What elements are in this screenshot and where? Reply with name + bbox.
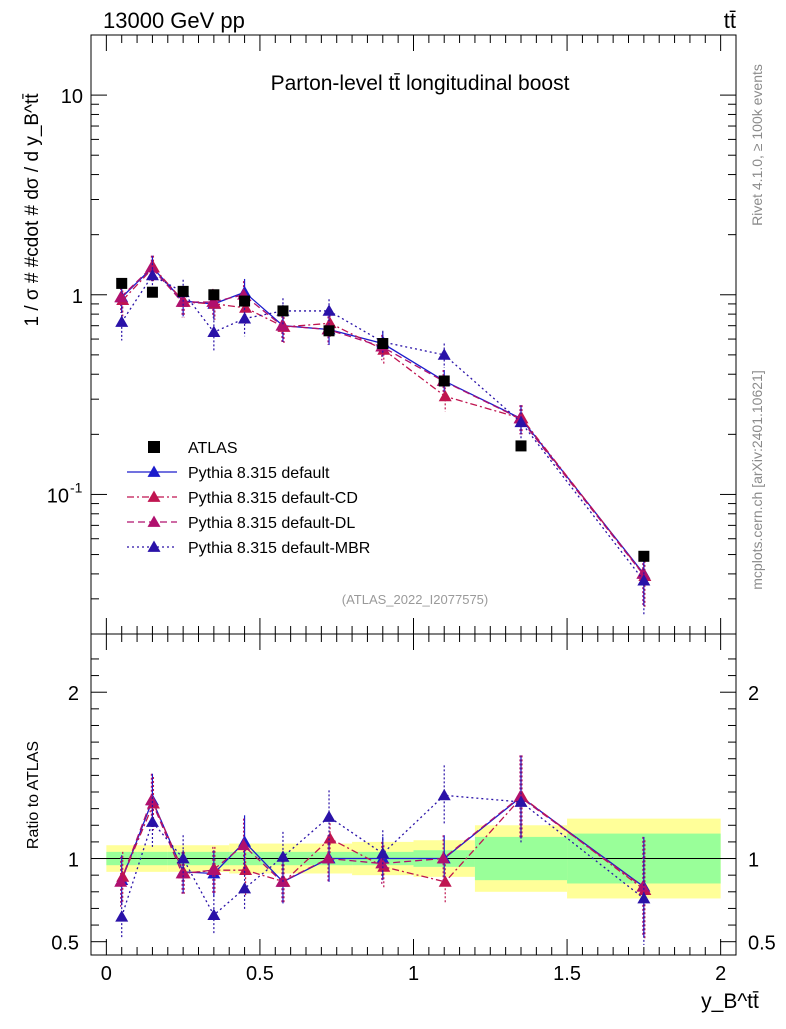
ratio-marker <box>238 881 252 894</box>
main-marker <box>115 315 129 327</box>
ratio-marker <box>375 857 389 869</box>
ratio-xtick-label: 1 <box>408 963 419 985</box>
legend-marker <box>147 465 161 477</box>
data-point <box>438 375 450 387</box>
ratio-marker <box>636 880 650 892</box>
watermark: (ATLAS_2022_I2077575) <box>342 592 488 607</box>
ratio-marker <box>114 875 128 887</box>
main-series-line-3 <box>121 274 645 582</box>
main-marker <box>637 574 651 586</box>
main-marker <box>144 260 158 273</box>
ratio-marker <box>237 838 251 851</box>
main-marker <box>206 295 220 307</box>
ratio-ytick-label: 1 <box>68 850 79 872</box>
legend-marker-data <box>148 441 160 453</box>
ratio-marker <box>145 815 159 827</box>
ratio-marker <box>239 863 253 876</box>
main-marker <box>437 348 451 360</box>
x-axis-label: y_B^tt̄ <box>701 990 759 1013</box>
main-marker <box>275 319 289 331</box>
data-point <box>377 338 389 350</box>
ratio-ytick-label: 0.5 <box>51 933 79 955</box>
ratio-ytick-label: 2 <box>68 683 79 705</box>
main-ytick-label: 10 <box>61 86 83 108</box>
data-point <box>277 305 289 317</box>
main-y-label: 1 / σ # #cdot # dσ / d y_B^tt̄ <box>22 93 43 327</box>
ratio-ytick-label-right: 2 <box>748 683 759 705</box>
legend-label: Pythia 8.315 default <box>188 465 330 482</box>
ratio-marker <box>206 863 220 876</box>
legend-marker <box>147 490 161 502</box>
ratio-ytick-label-right: 0.5 <box>748 933 776 955</box>
ratio-marker <box>115 910 129 922</box>
main-marker <box>438 389 452 402</box>
legend-label: Pythia 8.315 default-MBR <box>188 540 370 557</box>
ratio-xtick-label: 1.5 <box>553 963 581 985</box>
data-point <box>146 286 158 298</box>
legend-marker <box>147 515 161 527</box>
main-marker <box>207 325 221 338</box>
ratio-y-label: Ratio to ATLAS <box>25 741 42 849</box>
series-layer <box>114 255 652 946</box>
ratio-marker <box>175 867 189 879</box>
ratio-xtick-label: 0 <box>101 963 112 985</box>
main-marker <box>175 295 189 307</box>
ratio-marker <box>438 875 452 887</box>
main-ytick-label: 10 <box>47 485 69 507</box>
main-marker <box>239 301 253 313</box>
ratio-marker <box>376 847 390 859</box>
mcplots-label: mcplots.cern.ch [arXiv:2401.10621] <box>749 370 765 589</box>
main-title: Parton-level tt̄ longitudinal boost <box>271 72 570 95</box>
rivet-label: Rivet 4.1.0, ≥ 100k events <box>749 64 765 226</box>
ratio-marker <box>513 790 527 802</box>
main-ytick-exponent: -1 <box>70 479 83 495</box>
ratio-marker <box>276 850 290 862</box>
ratio-frame <box>90 633 737 956</box>
data-point <box>239 295 251 307</box>
ratio-xtick-label: 0.5 <box>246 963 274 985</box>
main-marker <box>322 304 336 316</box>
data-point <box>323 325 335 337</box>
ratio-marker <box>323 832 337 844</box>
main-marker <box>238 312 252 324</box>
ratio-marker <box>437 788 451 801</box>
ratio-marker <box>275 875 289 887</box>
main-ytick-label: 1 <box>72 286 83 308</box>
legend-label: Pythia 8.315 default-CD <box>188 490 358 507</box>
legend-label: ATLAS <box>188 440 238 457</box>
legend-label: Pythia 8.315 default-DL <box>188 515 355 532</box>
ratio-marker <box>207 908 221 920</box>
ratio-marker <box>321 852 335 864</box>
data-point <box>515 440 527 452</box>
data-point <box>177 285 189 297</box>
ratio-ytick-label-right: 1 <box>748 850 759 872</box>
ratio-xtick-label: 2 <box>715 963 726 985</box>
ratio-marker <box>436 852 450 864</box>
ratio-marker <box>637 891 651 904</box>
legend: ATLAS Pythia 8.315 default Pythia 8.315 de… <box>127 440 370 557</box>
header-left: 13000 GeV pp <box>103 8 245 33</box>
ratio-series-line-3 <box>121 794 645 917</box>
data-point <box>116 277 128 289</box>
main-marker <box>514 415 528 428</box>
ratio-marker <box>144 793 158 806</box>
legend-marker <box>147 540 161 552</box>
ratio-marker <box>176 852 190 864</box>
data-point <box>208 289 220 301</box>
header-right: tt̄ <box>724 8 736 33</box>
ratio-marker <box>514 795 528 807</box>
main-marker <box>114 290 128 303</box>
ratio-marker <box>322 810 336 822</box>
main-marker <box>145 268 159 281</box>
data-point <box>638 550 650 562</box>
